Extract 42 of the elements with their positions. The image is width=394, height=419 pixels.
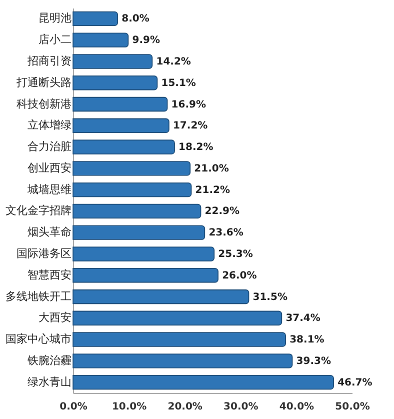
data-label: 38.1%	[290, 334, 324, 346]
data-label: 21.0%	[194, 163, 229, 174]
y-tick-label: 铁腕治霾	[26, 354, 72, 367]
data-label: 8.0%	[122, 14, 150, 25]
y-tick-label: 绿水青山	[28, 375, 72, 388]
y-tick-label: 合力治脏	[28, 140, 72, 154]
data-label: 17.2%	[172, 120, 208, 132]
data-label: 37.4%	[286, 313, 320, 324]
data-label: 25.3%	[218, 248, 253, 260]
data-label: 16.9%	[171, 99, 206, 110]
y-tick-label: 烟头革命	[28, 226, 72, 239]
data-label: 22.9%	[204, 206, 240, 218]
y-tick-label: 国际港务区	[16, 246, 72, 260]
x-tick-label: 30.0%	[224, 402, 258, 412]
y-tick-label: 招商引资	[26, 54, 72, 68]
data-label: 9.9%	[132, 35, 160, 46]
y-tick-label: 国家中心城市	[6, 332, 72, 346]
x-tick-label: 50.0%	[335, 402, 370, 412]
x-tick-label: 40.0%	[279, 402, 314, 412]
data-label: 18.2%	[178, 142, 214, 154]
data-label: 39.3%	[296, 356, 331, 367]
y-tick-label: 文化金字招牌	[6, 204, 72, 218]
data-label: 14.2%	[156, 56, 191, 68]
y-tick-label: 创业西安	[28, 161, 72, 174]
y-tick-label: 智慧西安	[28, 268, 72, 282]
data-label: 26.0%	[222, 270, 257, 282]
y-tick-label: 城墙思维	[26, 182, 72, 196]
x-tick-label: 20.0%	[168, 402, 202, 412]
x-tick-label: 10.0%	[112, 402, 147, 412]
x-tick-label: 0.0%	[60, 402, 88, 412]
y-tick-label: 立体增绿	[28, 118, 72, 132]
data-label: 15.1%	[161, 78, 196, 89]
y-tick-label: 店小二	[38, 33, 72, 46]
data-label: 46.7%	[338, 377, 372, 388]
y-tick-label: 多线地铁开工	[6, 290, 72, 303]
y-tick-label: 大西安	[38, 311, 72, 324]
data-label: 23.6%	[208, 228, 244, 239]
data-label: 21.2%	[195, 184, 230, 196]
y-tick-label: 昆明池	[38, 12, 72, 25]
y-tick-label: 打通断头路	[16, 76, 72, 89]
y-tick-label: 科技创新港	[16, 97, 72, 110]
data-label: 31.5%	[252, 292, 288, 303]
